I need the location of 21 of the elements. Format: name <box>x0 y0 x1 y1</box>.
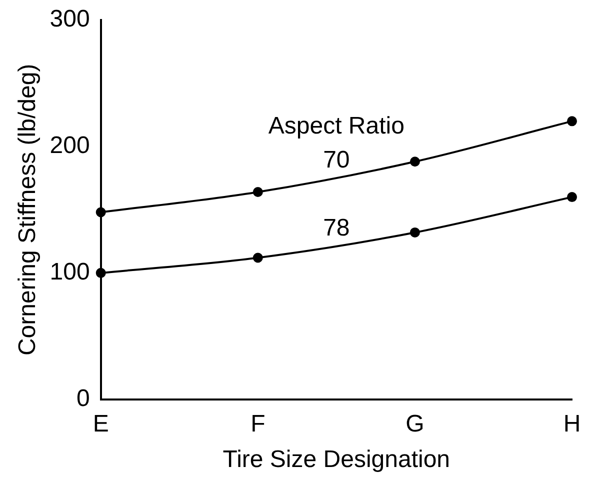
point <box>410 227 420 238</box>
point <box>252 252 263 263</box>
y-axis-title: Cornering Stiffness (lb/deg) <box>14 64 42 356</box>
x-axis-title: Tire Size Designation <box>222 446 450 474</box>
point <box>410 156 420 167</box>
series-label: 78 <box>323 214 350 242</box>
point <box>252 186 263 197</box>
y-tick-label: 0 <box>76 385 90 412</box>
y-tick-label: 100 <box>50 258 90 286</box>
point <box>567 192 577 202</box>
point <box>96 268 106 278</box>
series-label: 70 <box>323 146 350 174</box>
x-tick-label: H <box>563 410 581 438</box>
x-tick-label: F <box>250 410 266 438</box>
point <box>567 116 577 126</box>
x-tick-label: G <box>406 410 424 438</box>
point <box>96 207 106 218</box>
y-tick-label: 200 <box>50 132 90 160</box>
annotation: Aspect Ratio <box>268 112 404 140</box>
x-tick-label: E <box>92 410 109 438</box>
y-tick-label: 300 <box>50 6 90 33</box>
